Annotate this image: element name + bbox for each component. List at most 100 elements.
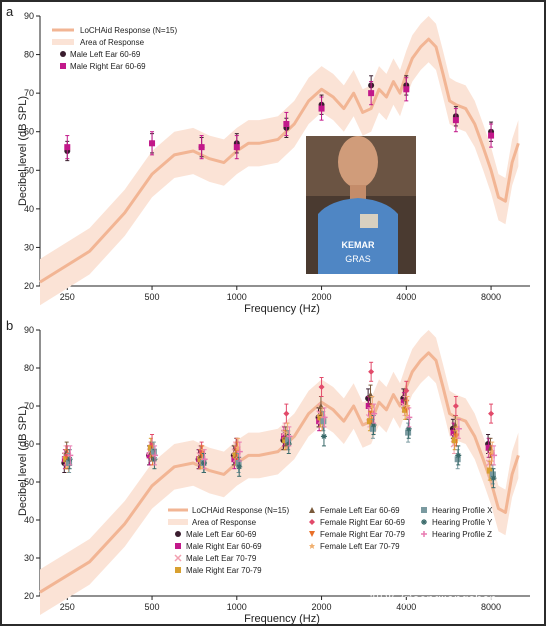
data-point [406, 414, 413, 421]
y-tick-label: 60 [24, 127, 34, 137]
panel-b-ylabel: Decibel level (dB SPL) [17, 406, 29, 516]
legend-label: Hearing Profile Z [432, 530, 492, 539]
x-tick-label: 500 [145, 602, 160, 612]
data-point [197, 456, 204, 463]
data-point [320, 433, 327, 440]
legend-label: Hearing Profile Y [432, 518, 493, 527]
y-tick-label: 70 [24, 88, 34, 98]
series-1 [64, 77, 495, 160]
panel-b-xlabel: Frequency (Hz) [244, 613, 320, 625]
legend-panel-a: LoCHAid Response (N=15) Area of Response M… [52, 26, 177, 71]
response-area-band [40, 16, 519, 306]
y-tick-label: 40 [24, 204, 34, 214]
x-tick-label: 250 [60, 602, 75, 612]
data-point [146, 452, 153, 459]
data-point [486, 467, 493, 474]
x-tick-label: 1000 [227, 292, 247, 302]
data-point [283, 410, 290, 417]
legend-marker [309, 519, 315, 525]
data-point [198, 144, 205, 151]
x-tick-label: 1000 [227, 602, 247, 612]
data-point [280, 433, 287, 440]
data-point [317, 414, 324, 421]
response-area-band [40, 330, 519, 615]
y-tick-label: 30 [24, 242, 34, 252]
data-point [371, 410, 378, 417]
data-point [485, 444, 492, 451]
x-tick-label: 2000 [312, 602, 332, 612]
data-point [452, 117, 459, 124]
data-point [152, 452, 159, 459]
x-tick-label: 2000 [312, 292, 332, 302]
y-tick-label: 20 [24, 281, 34, 291]
data-point [451, 437, 458, 444]
legend-marker [175, 531, 181, 537]
data-point [321, 414, 328, 421]
data-point [491, 452, 498, 459]
legend-marker [421, 519, 427, 525]
data-point [286, 433, 293, 440]
data-point [147, 444, 154, 451]
data-point [365, 403, 372, 409]
kemar-photo: KEMAR GRAS [306, 136, 416, 274]
data-point [490, 475, 497, 482]
legend-label: Male Left Ear 60-69 [186, 530, 257, 539]
panel-a-axes: 20 30 40 50 60 70 80 90 250 500 1000 2000 4000 8000 Lo… [24, 11, 530, 306]
data-point [368, 90, 375, 97]
data-point [66, 460, 73, 466]
y-tick-label: 20 [24, 591, 34, 601]
data-point [455, 452, 462, 459]
data-point [64, 144, 71, 151]
data-point [454, 456, 461, 463]
data-point [366, 418, 373, 425]
data-point [488, 410, 495, 417]
legend-panel-b: LoCHAid Response (N=15) Area of Response M… [168, 506, 493, 575]
data-point [489, 471, 496, 478]
data-point [66, 456, 73, 463]
panel-a-ylabel: Decibel level (dB SPL) [17, 96, 29, 206]
y-tick-label: 80 [24, 363, 34, 373]
panel-a-label: a [6, 4, 14, 19]
series-3 [63, 399, 493, 481]
data-point [150, 448, 157, 455]
legend-label: Male Left Ear 60-69 [70, 50, 141, 59]
legend-label: LoCHAid Response (N=15) [80, 26, 177, 35]
legend-marker [309, 543, 315, 549]
panel-a-xlabel: Frequency (Hz) [244, 303, 320, 315]
x-tick-label: 250 [60, 292, 75, 302]
legend-marker [421, 531, 427, 537]
legend-marker [309, 531, 315, 537]
legend-label: LoCHAid Response (N=15) [192, 506, 289, 515]
y-tick-label: 50 [24, 477, 34, 487]
legend-swatch-area [52, 39, 74, 45]
x-tick-label: 500 [145, 292, 160, 302]
data-point [453, 433, 460, 440]
y-tick-label: 60 [24, 439, 34, 449]
x-tick-label: 8000 [481, 292, 501, 302]
legend-marker [174, 554, 182, 562]
data-point [405, 429, 412, 436]
legend-marker [175, 543, 181, 549]
y-tick-label: 40 [24, 515, 34, 525]
legend-marker [175, 567, 181, 573]
data-point [405, 425, 412, 432]
legend-marker [60, 51, 66, 57]
series-10 [67, 403, 498, 470]
data-point [231, 456, 238, 463]
y-tick-label: 90 [24, 11, 34, 21]
series-8 [66, 411, 496, 485]
y-tick-label: 80 [24, 50, 34, 60]
data-point [452, 403, 459, 409]
data-point [285, 437, 292, 444]
data-point [63, 456, 70, 463]
data-point [67, 452, 74, 459]
x-tick-label: 4000 [396, 292, 416, 302]
legend-label: Female Right Ear 60-69 [320, 518, 405, 527]
y-tick-label: 70 [24, 401, 34, 411]
data-point [285, 441, 292, 447]
data-point [400, 399, 407, 406]
legend-label: Male Right Ear 60-69 [186, 542, 262, 551]
legend-label: Area of Response [80, 38, 145, 47]
legend-label: Female Left Ear 70-79 [320, 542, 400, 551]
